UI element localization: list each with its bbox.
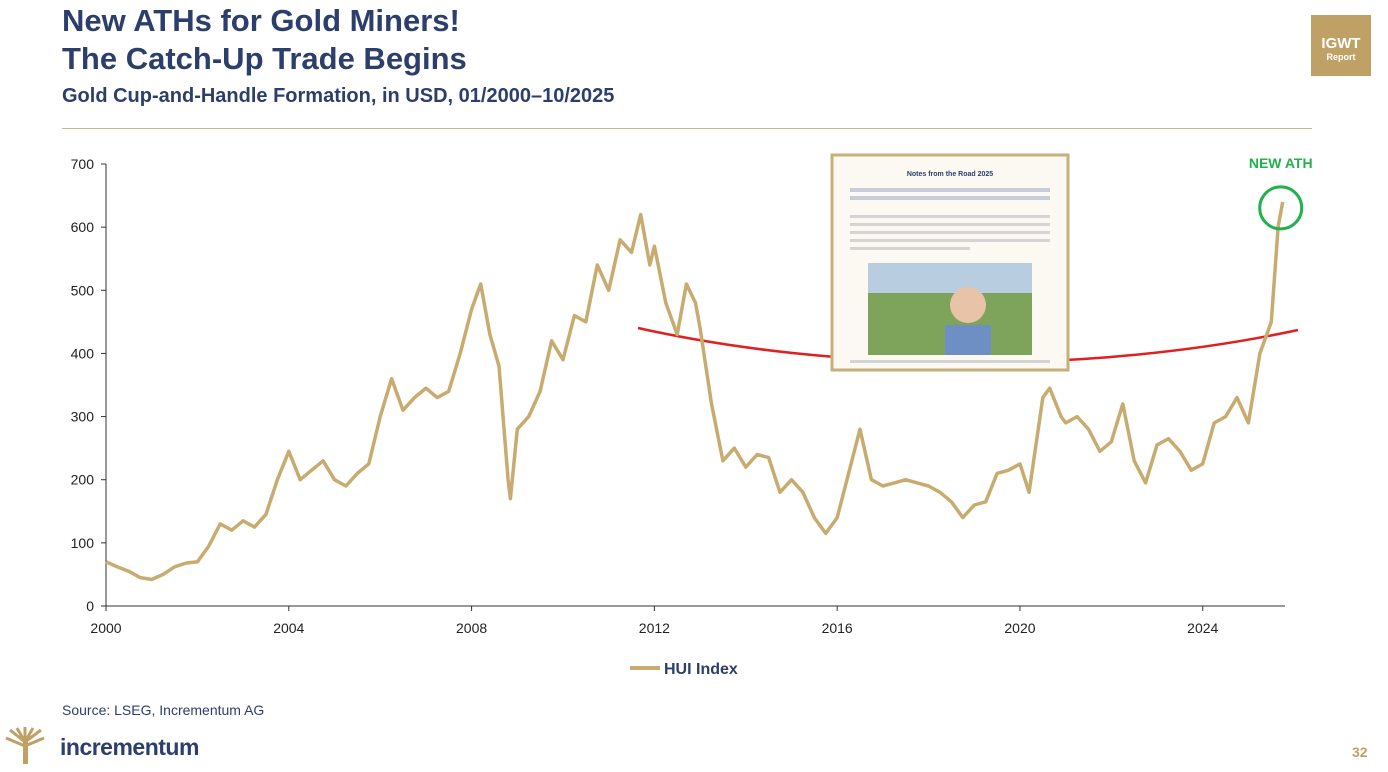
y-tick-label: 100 — [71, 535, 95, 551]
legend-label: HUI Index — [664, 661, 738, 678]
inset-text — [850, 223, 1050, 226]
subtitle: Gold Cup-and-Handle Formation, in USD, 0… — [62, 85, 615, 107]
inset-photo — [868, 263, 1032, 293]
y-tick-label: 300 — [71, 409, 95, 425]
x-tick-label: 2016 — [822, 620, 853, 636]
inset-text — [850, 231, 1050, 234]
y-tick-label: 400 — [71, 345, 95, 361]
x-tick-label: 2004 — [273, 620, 304, 636]
source: Source: LSEG, Incrementum AG — [62, 702, 265, 718]
badge-text: Report — [1326, 52, 1356, 62]
inset-title: Notes from the Road 2025 — [907, 171, 993, 178]
badge: IGWT Report — [1311, 15, 1371, 76]
brand: incrementum — [60, 734, 199, 760]
inset-text — [850, 188, 1050, 192]
inset: Notes from the Road 2025 — [830, 153, 1070, 372]
x-tick-label: 2012 — [639, 620, 670, 636]
chart: Notes from the Road 2025 0 100 200 300 400 50… — [71, 153, 1313, 678]
y-tick-label: 600 — [71, 219, 95, 235]
x-tick-label: 2008 — [456, 620, 487, 636]
x-tick-label: 2024 — [1187, 620, 1218, 636]
inset-text — [850, 239, 1050, 242]
inset-text — [850, 247, 970, 250]
logo — [5, 727, 45, 764]
x-tick-label: 2020 — [1004, 620, 1035, 636]
page-number: 32 — [1352, 744, 1368, 760]
y-tick-label: 200 — [71, 472, 95, 488]
divider — [62, 128, 1312, 129]
y-tick-label: 0 — [86, 598, 94, 614]
line-series — [105, 201, 1285, 582]
y-tick-label: 500 — [71, 282, 95, 298]
ath-circle — [1258, 185, 1304, 231]
inset-text — [850, 360, 1050, 363]
inset-photo — [945, 325, 991, 355]
title: New ATHs for Gold Miners! — [62, 3, 460, 38]
inset-text — [850, 196, 1050, 200]
x-tick-label: 2000 — [90, 620, 121, 636]
badge-text: IGWT — [1321, 35, 1361, 52]
ath-label: NEW ATH — [1249, 155, 1313, 171]
y-tick-label: 700 — [71, 156, 95, 172]
inset-photo — [950, 287, 986, 323]
title: The Catch-Up Trade Begins — [62, 41, 467, 76]
inset-text — [850, 215, 1050, 218]
